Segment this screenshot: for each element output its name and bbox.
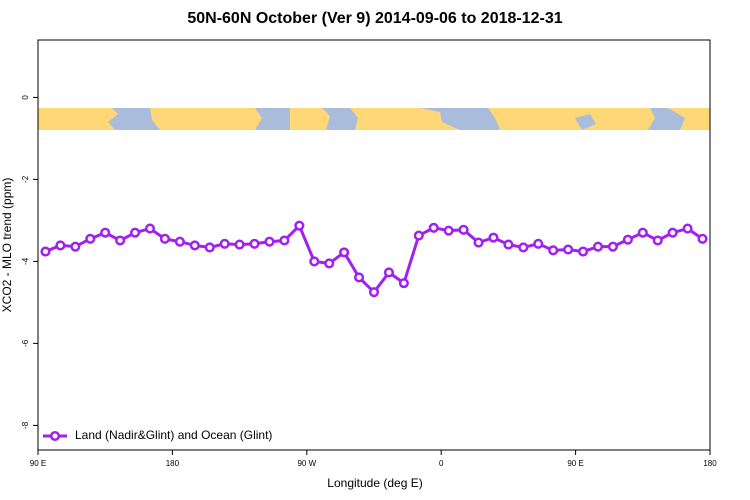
data-point: [398, 278, 409, 289]
data-point: [443, 225, 454, 236]
y-tick-label: -6: [21, 339, 30, 347]
data-point: [234, 239, 245, 250]
data-point: [219, 238, 230, 249]
y-tick-label: 0: [21, 95, 30, 100]
data-point: [309, 256, 320, 267]
x-tick-label: 0: [439, 459, 444, 468]
data-point: [249, 238, 260, 249]
legend-label: Land (Nadir&Glint) and Ocean (Glint): [75, 428, 272, 442]
x-tick-label: 180: [703, 459, 717, 468]
data-point: [592, 241, 604, 252]
data-point: [383, 267, 394, 278]
data-point: [339, 247, 350, 258]
data-point: [70, 241, 81, 252]
data-point: [130, 227, 141, 238]
x-tick-label: 180: [166, 459, 180, 468]
data-point: [637, 227, 648, 238]
data-point: [533, 238, 544, 249]
data-point: [488, 232, 499, 243]
data-point: [264, 236, 275, 247]
data-point: [174, 236, 185, 247]
data-point: [622, 234, 633, 245]
x-tick-label: 90 W: [297, 459, 316, 468]
data-point: [473, 237, 484, 248]
data-point: [144, 223, 156, 234]
y-tick-label: -8: [21, 421, 30, 429]
data-point: [682, 223, 693, 234]
data-point: [324, 258, 335, 269]
data-point: [428, 222, 439, 233]
data-point: [115, 235, 126, 246]
data-point: [204, 242, 215, 253]
data-point: [368, 287, 380, 298]
data-point: [100, 227, 111, 238]
data-point: [563, 244, 574, 255]
y-tick-label: -2: [21, 175, 30, 183]
map-strip: [38, 108, 710, 130]
data-point: [503, 239, 514, 250]
y-axis-label: XCO2 - MLO trend (ppm): [0, 178, 14, 313]
data-point: [279, 235, 290, 246]
data-point: [458, 224, 469, 235]
chart-title: 50N-60N October (Ver 9) 2014-09-06 to 20…: [187, 10, 562, 27]
x-tick-label: 90 E: [30, 459, 46, 468]
data-point: [55, 240, 66, 251]
data-point: [697, 233, 708, 244]
data-point: [294, 220, 305, 231]
data-point: [354, 272, 365, 283]
data-point: [607, 241, 618, 252]
data-point: [548, 245, 559, 256]
series-line: [44, 223, 704, 295]
data-point: [413, 230, 424, 241]
y-tick-label: -4: [21, 257, 30, 265]
plot-frame: [37, 39, 711, 451]
x-tick-label: 90 E: [567, 459, 583, 468]
legend-marker: [49, 430, 61, 442]
data-point: [85, 233, 96, 244]
x-axis-label: Longitude (deg E): [327, 476, 422, 490]
data-point: [189, 240, 200, 251]
data-point: [159, 233, 170, 244]
data-point: [652, 235, 663, 246]
data-point: [578, 246, 589, 257]
data-point: [518, 242, 529, 253]
data-point: [667, 227, 678, 238]
data-point: [40, 246, 51, 257]
